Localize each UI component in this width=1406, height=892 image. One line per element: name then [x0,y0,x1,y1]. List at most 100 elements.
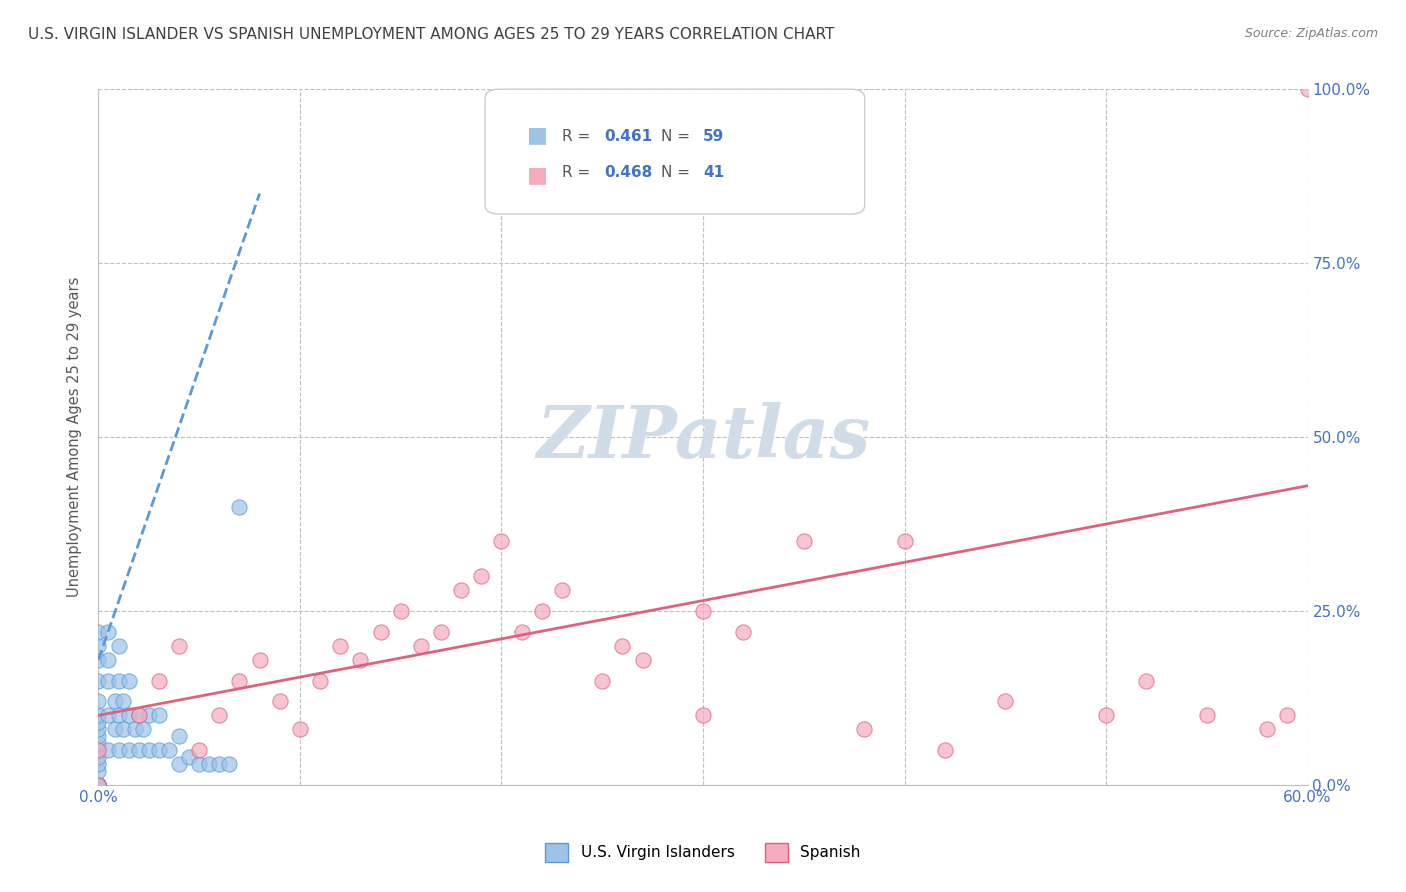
Point [87,778,110,792]
Point [179,750,201,764]
Legend: U.S. Virgin Islanders, Spanish: U.S. Virgin Islanders, Spanish [540,837,866,868]
Text: N =: N = [661,129,695,145]
Point [87,736,110,750]
Point [188,757,211,772]
Point [87,729,110,743]
Point [107,639,129,653]
Text: 59: 59 [703,129,724,145]
Point [87,778,110,792]
Point [87,694,110,708]
Point [1135,673,1157,688]
Point [692,604,714,618]
Point [167,729,190,743]
Point [138,743,160,757]
Point [269,694,291,708]
Text: 0.461: 0.461 [605,129,652,145]
Point [1296,82,1319,96]
Point [148,743,170,757]
Point [591,673,613,688]
Point [87,764,110,778]
Point [1256,723,1278,737]
Text: 41: 41 [703,165,724,180]
Point [128,743,150,757]
Point [87,639,110,653]
Point [87,778,110,792]
Point [87,653,110,667]
Point [118,743,141,757]
Point [631,653,654,667]
Point [1095,708,1118,723]
Point [87,778,110,792]
Point [87,778,110,792]
Point [157,743,180,757]
Point [329,639,352,653]
Point [228,500,250,514]
Point [228,673,250,688]
Point [692,708,714,723]
Point [198,757,221,772]
Point [87,743,110,757]
Point [97,673,120,688]
Point [188,743,211,757]
Point [87,708,110,723]
Point [218,757,240,772]
Point [97,743,120,757]
Point [530,604,553,618]
Point [389,604,412,618]
Point [118,673,141,688]
Point [103,723,125,737]
Point [87,778,110,792]
Text: R =: R = [562,129,596,145]
Point [87,750,110,764]
Point [409,639,432,653]
Point [510,624,533,639]
Point [349,653,371,667]
Point [934,743,956,757]
Point [733,624,755,639]
Point [491,534,513,549]
Text: 0.468: 0.468 [605,165,652,180]
Point [107,673,129,688]
Point [87,778,110,792]
Point [249,653,271,667]
Point [107,743,129,757]
Point [103,694,125,708]
Point [87,778,110,792]
Point [87,723,110,737]
Point [87,624,110,639]
Point [124,723,146,737]
Point [309,673,332,688]
Point [128,708,150,723]
Point [430,624,453,639]
Point [87,778,110,792]
Point [470,569,492,583]
Point [87,778,110,792]
Point [107,708,129,723]
Point [132,723,155,737]
Point [612,639,634,653]
Point [111,723,134,737]
Point [994,694,1017,708]
Point [138,708,160,723]
Point [450,583,472,598]
Point [288,723,311,737]
Point [208,757,231,772]
Point [208,708,231,723]
Text: R =: R = [562,165,596,180]
Y-axis label: Unemployment Among Ages 25 to 29 years: Unemployment Among Ages 25 to 29 years [67,277,83,598]
Text: N =: N = [661,165,695,180]
Point [793,534,815,549]
Point [87,778,110,792]
Point [87,715,110,730]
Point [111,694,134,708]
Text: ■: ■ [527,165,548,185]
Point [551,583,574,598]
Point [87,778,110,792]
Text: ■: ■ [527,125,548,145]
Text: ZIPatlas: ZIPatlas [536,401,870,473]
Point [148,673,170,688]
Point [128,708,150,723]
Point [167,639,190,653]
Point [853,723,876,737]
Point [97,708,120,723]
